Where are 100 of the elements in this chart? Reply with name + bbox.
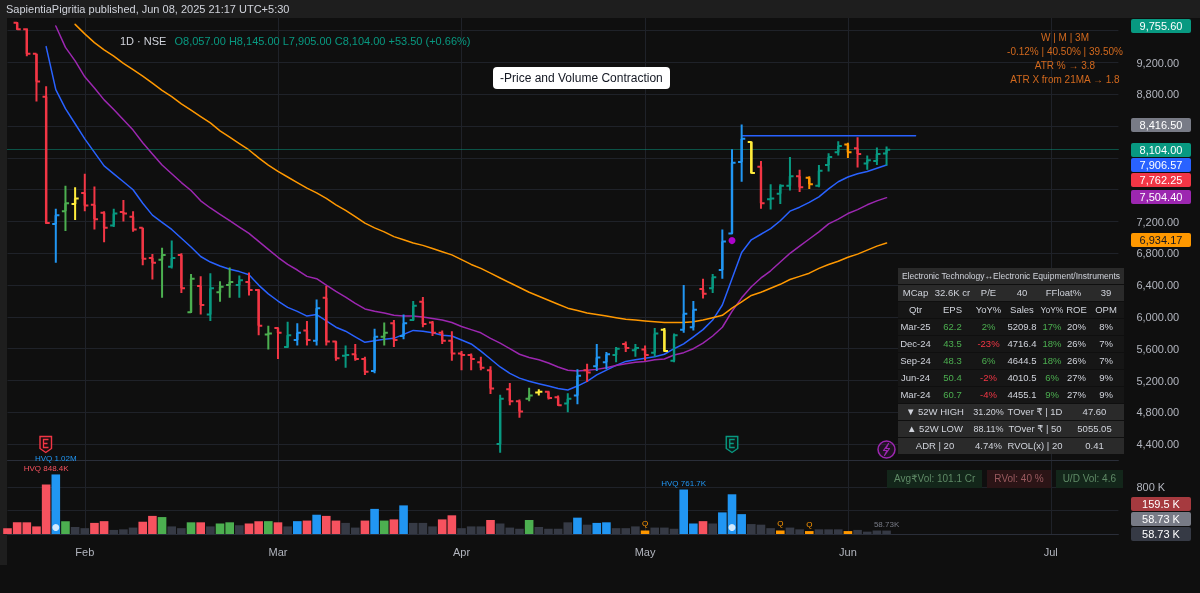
annotation: 20%	[1066, 321, 1086, 333]
annotation: Mar-24	[900, 389, 931, 401]
y-tick-label: 9,200.00	[1136, 56, 1180, 69]
annotation: 26%	[1066, 355, 1086, 367]
annotation: 5209.8	[1007, 321, 1037, 333]
annotation: O8,057.00 H8,145.00 L7,905.00 C8,104.00 +53.50 (+0.66%)	[174, 34, 471, 48]
y-tick-label: 6,400.00	[1136, 279, 1180, 292]
data-label: Q	[641, 519, 649, 529]
annotation: Dec-24	[900, 338, 931, 350]
y-tick-label: 5,600.00	[1136, 342, 1180, 355]
annotation: 27%	[1066, 389, 1086, 401]
y-tick-label: 6,000.00	[1136, 310, 1180, 323]
annotation: W | M | 3M	[1041, 31, 1089, 45]
data-label: 58.73K	[873, 519, 900, 529]
annotation: RVol: 40 %	[987, 470, 1051, 488]
y-tick-label: 7,200.00	[1136, 215, 1180, 228]
bar	[196, 522, 205, 534]
annotation: 4010.5	[1007, 372, 1037, 384]
text: 58.73 K	[1131, 512, 1191, 526]
annotation: 43.5	[943, 338, 962, 350]
x-tick-label: Mar	[268, 545, 288, 558]
x-tick-label: Apr	[452, 545, 471, 558]
annotation: Qtr	[908, 304, 923, 316]
annotation: 4716.4	[1007, 338, 1037, 350]
data-label: Q	[806, 520, 813, 530]
x-tick-label: Feb	[75, 545, 95, 558]
annotation: 18%	[1042, 338, 1062, 350]
data-label: HVQ 848.4K	[23, 464, 69, 474]
bar	[640, 530, 650, 534]
annotation: 32.6K cr	[934, 287, 971, 299]
data-label: HVQ 761.7K	[661, 478, 707, 488]
annotation: ROE	[1066, 304, 1087, 316]
bar	[524, 519, 534, 534]
text: 159.5 K	[1131, 497, 1191, 511]
annotation: 17%	[1042, 321, 1062, 333]
bar	[370, 508, 379, 534]
bar	[843, 531, 853, 534]
annotation: 40	[1016, 287, 1028, 299]
bar	[360, 520, 370, 534]
annotation: 39	[1100, 287, 1112, 299]
annotation: ADR | 20	[915, 440, 955, 452]
annotation: 2%	[981, 321, 996, 333]
annotation: 4644.5	[1007, 355, 1037, 367]
annotation: 50.4	[943, 372, 962, 384]
annotation: Mar-25	[900, 321, 931, 333]
annotation: -0.12% | 40.50% | 39.50%	[1007, 45, 1123, 59]
annotation: YoY%	[975, 304, 1002, 316]
annotation: 8%	[1099, 321, 1113, 333]
text: SapientiaPigritia published, Jun 08, 2025 21:17 UTC+5:30	[6, 2, 290, 16]
x-tick-label: Jun	[839, 545, 857, 558]
annotation: Sales	[1010, 304, 1034, 316]
annotation: P/E	[980, 287, 997, 299]
text: 7,762.25	[1131, 173, 1191, 188]
annotation: TOver ₹ | 50	[1008, 423, 1062, 435]
annotation: 0.41	[1085, 440, 1104, 452]
text: 7,906.57	[1131, 158, 1191, 173]
bar	[379, 520, 389, 534]
text: 8,416.50	[1131, 117, 1191, 132]
text: 1D · NSE	[120, 34, 167, 48]
annotation: 6%	[981, 355, 996, 367]
bar	[264, 521, 273, 534]
annotation: 4455.1	[1007, 389, 1037, 401]
y-tick-label: 4,400.00	[1136, 438, 1180, 451]
annotation: 9%	[1045, 389, 1059, 401]
bar	[157, 517, 167, 534]
annotation: ▼ 52W HIGH	[906, 406, 964, 418]
annotation: 6%	[1045, 372, 1059, 384]
annotation: -Price and Volume Contraction	[493, 67, 670, 89]
bar	[776, 530, 785, 534]
annotation: TOver ₹ | 1D	[1007, 406, 1063, 418]
annotation: 9%	[1099, 372, 1113, 384]
annotation: OPM	[1095, 304, 1117, 316]
bar	[389, 519, 399, 534]
text: 6,934.17	[1131, 232, 1191, 247]
annotation: RVOL(x) | 20	[1007, 440, 1063, 452]
data-label: HVQ 1.02M	[34, 454, 77, 464]
annotation: 7%	[1099, 338, 1113, 350]
x-tick-label: May	[634, 545, 656, 558]
y-tick-label: 6,800.00	[1136, 247, 1180, 260]
bar	[312, 514, 321, 534]
annotation: Sep-24	[900, 355, 931, 367]
annotation: 26%	[1066, 338, 1086, 350]
annotation: -2%	[980, 372, 997, 384]
annotation: ATR % → 3.8	[1034, 59, 1096, 73]
bar	[51, 474, 61, 534]
annotation: Jun-24	[900, 372, 931, 384]
annotation: 7%	[1099, 355, 1113, 367]
y-tick-label: 4,800.00	[1136, 406, 1180, 419]
annotation: -23%	[977, 338, 1000, 350]
annotation: 31.20%	[973, 406, 1004, 418]
annotation: 9%	[1099, 389, 1113, 401]
bar	[302, 520, 312, 534]
x-tick-label: Jul	[1043, 545, 1058, 558]
bar	[486, 519, 495, 534]
annotation: 4.74%	[975, 440, 1002, 452]
text: 7,504.40	[1131, 190, 1191, 205]
annotation: 27%	[1066, 372, 1086, 384]
annotation: Electronic Technology↔Electronic Equipment/Instruments	[901, 270, 1121, 282]
bar	[399, 505, 408, 534]
annotation: 48.3	[943, 355, 962, 367]
